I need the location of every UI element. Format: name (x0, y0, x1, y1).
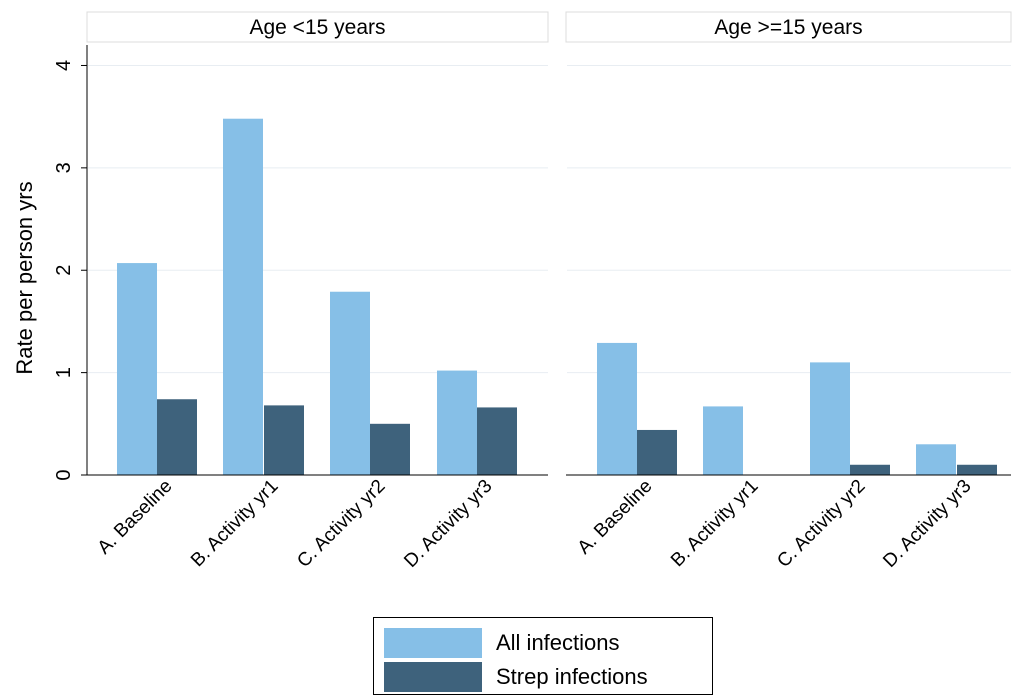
panel-title: Age >=15 years (714, 16, 862, 39)
bar-all-infections (330, 291, 370, 475)
panel-header (565, 11, 1012, 43)
legend: All infections Strep infections (373, 617, 713, 695)
x-tick-label: B. Activity yr1 (187, 476, 282, 571)
bar-all-infections (223, 118, 263, 475)
chart-canvas: Rate per person yrs 0 1 2 3 4 Age <15 years A. … (12, 11, 1012, 572)
bar-all-infections (810, 362, 850, 475)
bar-all-infections (437, 370, 477, 475)
x-tick-label: D. Activity yr3 (400, 476, 496, 572)
bar-strep-infections (850, 464, 890, 475)
x-tick-label: A. Baseline (94, 476, 177, 559)
legend-label-strep-infections: Strep infections (496, 664, 648, 689)
bar-all-infections (916, 444, 956, 475)
legend-swatch-strep-infections (384, 662, 482, 692)
y-tick-label: 1 (53, 367, 75, 378)
bar-all-infections (703, 406, 743, 475)
y-tick-label: 0 (53, 469, 75, 480)
x-tick-label: C. Activity yr2 (773, 476, 869, 572)
bar-strep-infections (157, 399, 197, 475)
x-tick-label: A. Baseline (574, 476, 657, 559)
x-tick-label: C. Activity yr2 (293, 476, 389, 572)
panel-title: Age <15 years (249, 16, 385, 39)
panel-header (86, 11, 549, 43)
y-axis-title: Rate per person yrs (12, 181, 37, 374)
x-tick-label: B. Activity yr1 (667, 476, 762, 571)
bar-strep-infections (477, 407, 517, 475)
legend-label-all-infections: All infections (496, 630, 620, 655)
bar-strep-infections (264, 405, 304, 475)
y-tick-label: 3 (53, 162, 75, 173)
y-tick-label: 4 (53, 60, 75, 71)
bar-all-infections (117, 263, 157, 475)
legend-item-all-infections: All infections (384, 628, 620, 658)
bar-strep-infections (637, 429, 677, 475)
bar-strep-infections (957, 464, 997, 475)
legend-swatch-all-infections (384, 628, 482, 658)
bar-all-infections (597, 342, 637, 475)
bar-strep-infections (370, 423, 410, 475)
y-tick-label: 2 (53, 265, 75, 276)
legend-item-strep-infections: Strep infections (384, 662, 648, 692)
x-tick-label: D. Activity yr3 (879, 476, 975, 572)
